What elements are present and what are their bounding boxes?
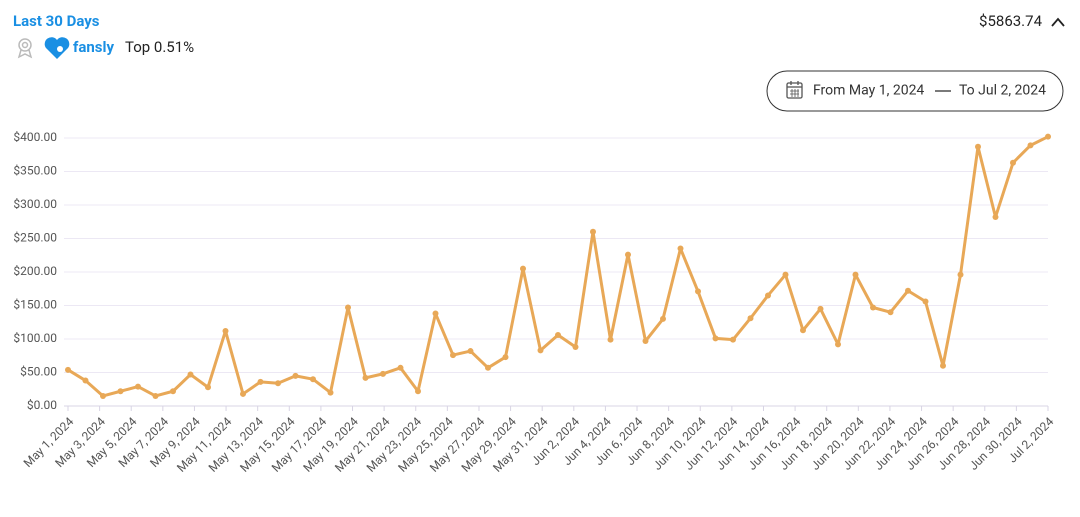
point (677, 245, 684, 252)
y-tick-label: $400.00 (13, 130, 57, 144)
point (992, 214, 999, 221)
point (467, 348, 474, 355)
y-tick-label: $0.00 (27, 398, 57, 412)
point (660, 315, 666, 322)
point (432, 310, 439, 317)
point (485, 364, 491, 371)
y-tick-label: $50.00 (20, 365, 57, 379)
point (117, 388, 124, 395)
point (362, 374, 369, 381)
point (397, 364, 404, 371)
rank: Top 0.51% (125, 38, 194, 56)
point (905, 287, 911, 294)
point (835, 341, 841, 348)
point (642, 338, 649, 345)
point (730, 336, 736, 343)
point (275, 380, 281, 387)
point (502, 354, 509, 361)
point (555, 331, 561, 338)
y-tick-label: $300.00 (13, 197, 57, 211)
point (870, 304, 876, 311)
fansly-logo (44, 37, 70, 59)
brand: fansly (73, 38, 114, 56)
point (537, 347, 544, 354)
point (782, 271, 789, 278)
point (327, 389, 334, 396)
point (817, 305, 824, 312)
y-tick-label: $150.00 (13, 298, 57, 312)
point (205, 384, 211, 391)
y-tick-label: $200.00 (13, 264, 57, 278)
date-range-button[interactable]: From May 1, 2024 To Jul 2, 2024 (766, 70, 1064, 112)
point (590, 228, 596, 235)
calendar-icon (786, 81, 803, 99)
point (292, 372, 299, 379)
y-tick-label: $250.00 (13, 231, 57, 245)
date-to: To Jul 2, 2024 (959, 83, 1046, 99)
point (380, 370, 386, 377)
point (747, 315, 754, 322)
point (310, 376, 316, 383)
title: Last 30 Days (13, 12, 100, 30)
point (415, 388, 421, 395)
point (712, 335, 719, 342)
date-from: From May 1, 2024 (813, 83, 924, 99)
point (887, 309, 894, 316)
point (187, 371, 194, 378)
point (940, 362, 946, 369)
point (1010, 159, 1016, 166)
point (65, 366, 71, 373)
point (100, 392, 106, 399)
medal-icon (17, 38, 33, 59)
point (922, 298, 929, 305)
point (240, 390, 246, 397)
point (82, 377, 89, 384)
y-tick-label: $100.00 (13, 331, 57, 345)
point (1045, 133, 1051, 140)
point (1027, 142, 1034, 149)
collapse-chevron[interactable] (1051, 17, 1065, 27)
y-tick-label: $350.00 (13, 164, 57, 178)
point (135, 383, 141, 390)
point (572, 344, 579, 351)
point (345, 304, 351, 311)
point (625, 251, 631, 258)
point (222, 327, 229, 334)
point (695, 288, 701, 295)
line (67, 135, 1049, 398)
point (152, 392, 159, 399)
point (800, 327, 806, 334)
point (957, 271, 964, 278)
point (607, 336, 614, 343)
point (765, 292, 771, 299)
total: $5863.74 (979, 12, 1043, 30)
point (170, 388, 176, 395)
point (852, 271, 859, 278)
point (975, 143, 981, 150)
point (520, 265, 526, 272)
point (450, 352, 456, 359)
point (257, 378, 264, 385)
